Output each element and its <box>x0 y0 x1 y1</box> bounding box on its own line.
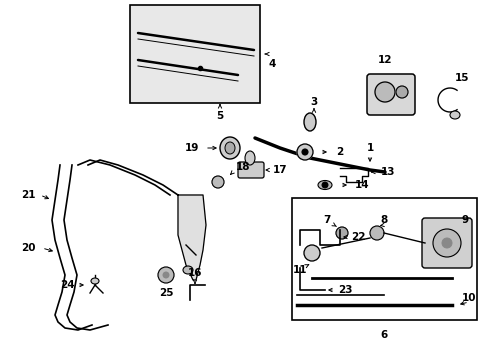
Text: 18: 18 <box>235 162 250 172</box>
Text: 22: 22 <box>350 232 365 242</box>
Text: 21: 21 <box>20 190 35 200</box>
Ellipse shape <box>183 266 193 274</box>
Text: 3: 3 <box>310 97 317 107</box>
Ellipse shape <box>317 180 331 189</box>
Text: 14: 14 <box>354 180 368 190</box>
Text: 7: 7 <box>323 215 330 225</box>
FancyBboxPatch shape <box>421 218 471 268</box>
Text: 23: 23 <box>337 285 351 295</box>
Circle shape <box>369 226 383 240</box>
Text: 8: 8 <box>380 215 387 225</box>
Text: 24: 24 <box>60 280 74 290</box>
Circle shape <box>163 272 169 278</box>
Ellipse shape <box>91 278 99 284</box>
Text: 6: 6 <box>380 330 387 340</box>
Circle shape <box>335 227 347 239</box>
Text: 4: 4 <box>268 59 275 69</box>
Text: 13: 13 <box>380 167 394 177</box>
Text: 12: 12 <box>377 55 391 65</box>
Bar <box>291 198 476 320</box>
Text: 15: 15 <box>454 73 468 83</box>
FancyBboxPatch shape <box>238 162 264 178</box>
Ellipse shape <box>224 142 235 154</box>
Ellipse shape <box>449 111 459 119</box>
FancyBboxPatch shape <box>366 74 414 115</box>
Text: 5: 5 <box>216 111 223 121</box>
Ellipse shape <box>244 151 254 165</box>
Ellipse shape <box>304 113 315 131</box>
Circle shape <box>302 149 307 155</box>
Text: 25: 25 <box>159 288 173 298</box>
Text: 20: 20 <box>20 243 35 253</box>
Circle shape <box>395 86 407 98</box>
Text: 11: 11 <box>292 265 306 275</box>
Circle shape <box>432 229 460 257</box>
Text: 17: 17 <box>272 165 287 175</box>
Bar <box>130 5 260 103</box>
Text: 19: 19 <box>184 143 199 153</box>
Text: 16: 16 <box>187 268 202 278</box>
Circle shape <box>374 82 394 102</box>
Text: 9: 9 <box>461 215 468 225</box>
Circle shape <box>158 267 174 283</box>
Text: 10: 10 <box>461 293 475 303</box>
Text: 2: 2 <box>336 147 343 157</box>
Ellipse shape <box>220 137 240 159</box>
Polygon shape <box>178 195 205 280</box>
Circle shape <box>304 245 319 261</box>
Circle shape <box>296 144 312 160</box>
Circle shape <box>441 238 451 248</box>
Circle shape <box>212 176 224 188</box>
Circle shape <box>321 182 327 188</box>
Text: 1: 1 <box>366 143 373 153</box>
